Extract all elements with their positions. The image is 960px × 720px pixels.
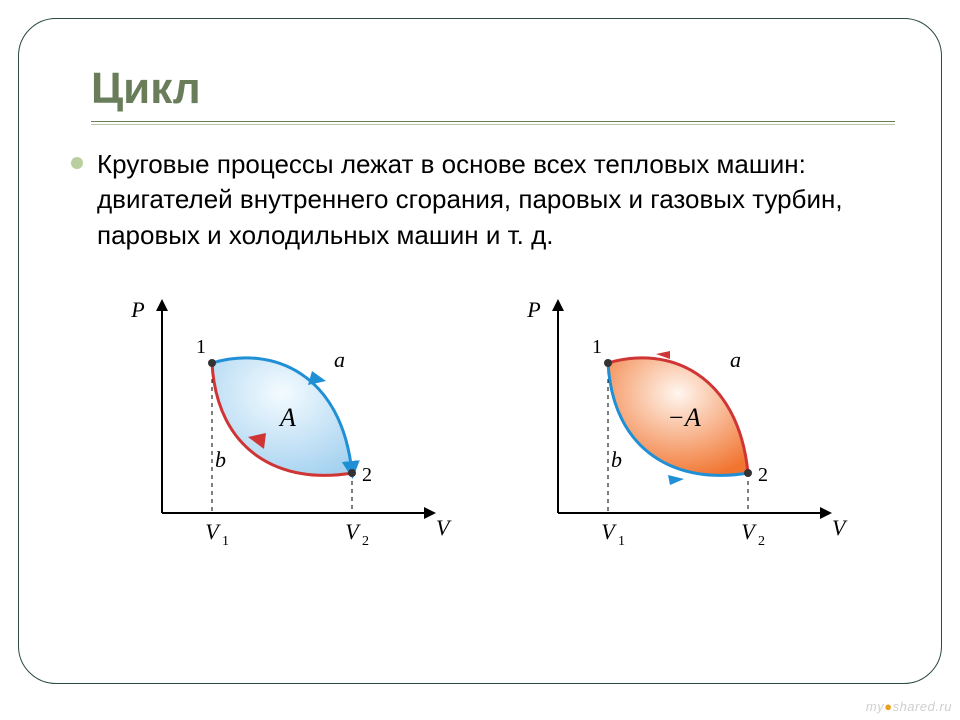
pv-diagram-right: PVV1V212ab−A (498, 273, 858, 578)
svg-text:−A: −A (668, 403, 702, 432)
watermark: my●shared.ru (866, 699, 952, 714)
svg-text:1: 1 (196, 336, 206, 358)
svg-text:2: 2 (362, 464, 372, 486)
svg-text:V: V (602, 519, 618, 544)
bullet-text: Круговые процессы лежат в основе всех те… (97, 147, 889, 252)
svg-text:V: V (742, 519, 758, 544)
svg-text:V: V (345, 519, 361, 544)
svg-text:A: A (278, 403, 296, 432)
svg-text:V: V (832, 515, 848, 540)
svg-text:b: b (611, 447, 622, 472)
svg-text:V: V (436, 515, 452, 540)
svg-text:V: V (205, 519, 221, 544)
svg-text:1: 1 (618, 534, 625, 549)
watermark-accent: ● (884, 699, 892, 714)
bullet-row: Круговые процессы лежат в основе всех те… (71, 147, 889, 252)
pv-diagram-left: PVV1V212abA (102, 273, 462, 578)
svg-text:1: 1 (592, 336, 602, 358)
svg-text:a: a (334, 347, 345, 372)
svg-text:P: P (527, 297, 541, 322)
title-block: Цикл (91, 65, 895, 125)
svg-text:2: 2 (758, 534, 765, 549)
title-underline (91, 121, 895, 125)
watermark-suffix: shared.ru (893, 699, 952, 714)
svg-text:b: b (215, 447, 226, 472)
svg-text:2: 2 (758, 464, 768, 486)
svg-text:1: 1 (222, 534, 229, 549)
svg-text:P: P (130, 297, 144, 322)
diagrams-row: PVV1V212abA PVV1V212ab−A (65, 273, 895, 578)
bullet-dot-icon (71, 157, 83, 169)
slide-frame: Цикл Круговые процессы лежат в основе вс… (18, 18, 942, 684)
svg-text:2: 2 (362, 534, 369, 549)
watermark-prefix: my (866, 699, 884, 714)
svg-text:a: a (730, 347, 741, 372)
page-title: Цикл (91, 65, 895, 113)
